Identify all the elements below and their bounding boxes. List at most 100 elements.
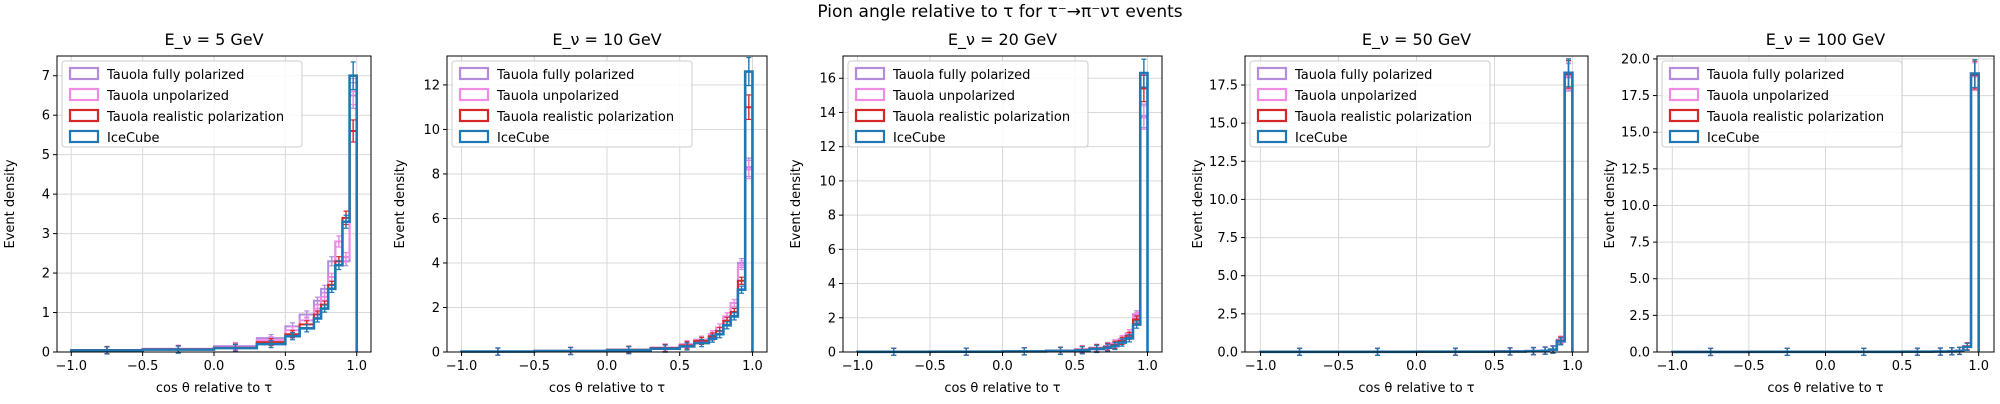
y-tick-label: 6: [42, 109, 50, 124]
x-tick-label: 1.0: [346, 359, 367, 374]
y-tick-label: 17.5: [1209, 78, 1238, 93]
legend-label: Tauola fully polarized: [496, 68, 634, 83]
histogram-series-4: [69, 74, 359, 352]
chart-title: E_ν = 100 GeV: [1766, 30, 1885, 50]
y-tick-label: 7: [42, 69, 50, 84]
legend-swatch: [68, 129, 100, 144]
y-tick-label: 2: [42, 267, 50, 282]
y-tick-label: 4: [42, 188, 50, 203]
y-tick-label: 4: [828, 277, 836, 292]
x-tick-label: 1.0: [1137, 359, 1158, 374]
y-tick-label: 2: [432, 301, 440, 316]
x-tick-label: −1.0: [1657, 359, 1689, 374]
y-tick-label: 0: [828, 346, 836, 361]
legend-label: Tauola realistic polarization: [496, 110, 674, 125]
y-tick-label: 17.5: [1621, 89, 1650, 104]
legend-swatch: [1256, 108, 1288, 123]
y-tick-label: 2.5: [1217, 307, 1238, 322]
legend-swatch: [68, 108, 100, 123]
legend-swatch: [68, 66, 100, 81]
x-tick-label: 0.5: [669, 359, 690, 374]
histogram-series-4: [460, 70, 754, 353]
x-tick-label: −1.0: [1245, 359, 1277, 374]
y-tick-label: 8: [432, 167, 440, 182]
y-tick-label: 6: [828, 243, 836, 258]
y-tick-label: 12: [819, 140, 836, 155]
x-tick-label: 1.0: [1562, 359, 1583, 374]
x-axis-label: cos θ relative to τ: [156, 381, 272, 396]
figure-title: Pion angle relative to τ for τ⁻→π⁻ντ eve…: [817, 2, 1183, 22]
x-tick-label: 0.5: [1892, 359, 1913, 374]
legend-label: Tauola realistic polarization: [106, 110, 284, 125]
x-tick-label: −1.0: [446, 359, 478, 374]
x-tick-label: 0.0: [992, 359, 1013, 374]
legend-label: Tauola unpolarized: [106, 89, 229, 104]
x-tick-label: 0.5: [275, 359, 296, 374]
x-tick-label: −0.5: [127, 359, 159, 374]
x-tick-label: −0.5: [914, 359, 946, 374]
legend-frame: [1661, 60, 1903, 148]
chart-title: E_ν = 20 GeV: [948, 30, 1057, 50]
legend-swatch: [1256, 87, 1288, 102]
legend-swatch: [854, 129, 886, 144]
y-axis-label: Event density: [393, 159, 408, 248]
y-tick-label: 1: [42, 306, 50, 321]
chart-panel-2: −1.0 −0.5 0.0 0.5 1.0 0 2 4 6 8 10 12 E_ν = 10 GeV co…: [393, 30, 768, 396]
x-axis-label: cos θ relative to τ: [1358, 381, 1474, 396]
y-tick-label: 2: [828, 311, 836, 326]
y-tick-label: 15.0: [1209, 117, 1238, 132]
x-tick-label: 0.5: [1065, 359, 1086, 374]
legend-label: Tauola unpolarized: [892, 89, 1015, 104]
y-axis-label: Event density: [1191, 159, 1206, 248]
y-axis-label: Event density: [789, 159, 804, 248]
chart-title: E_ν = 5 GeV: [164, 30, 263, 50]
legend-swatch: [854, 108, 886, 123]
legend-label: Tauola fully polarized: [892, 68, 1030, 83]
legend: Tauola fully polarized Tauola unpolarized…: [1661, 60, 1903, 148]
legend-label: Tauola realistic polarization: [1294, 110, 1472, 125]
y-tick-label: 16: [819, 72, 836, 87]
y-tick-label: 8: [828, 209, 836, 224]
x-tick-label: 0.0: [204, 359, 225, 374]
y-tick-label: 20.0: [1621, 52, 1650, 67]
chart-panel-5: −1.0 −0.5 0.0 0.5 1.0 0.0 2.5 5.0 7.5 10.0 12.5 15.…: [1603, 30, 1995, 396]
legend-label: Tauola unpolarized: [496, 89, 619, 104]
legend-swatch: [68, 87, 100, 102]
y-tick-label: 12.5: [1621, 162, 1650, 177]
y-tick-label: 10.0: [1621, 199, 1650, 214]
legend: Tauola fully polarized Tauola unpolarized…: [451, 60, 693, 148]
legend-swatch: [458, 108, 490, 123]
legend-label: Tauola fully polarized: [1294, 68, 1432, 83]
legend-swatch: [854, 66, 886, 81]
chart-title: E_ν = 50 GeV: [1362, 30, 1471, 50]
legend: Tauola fully polarized Tauola unpolarized…: [1249, 60, 1491, 148]
legend-label: Tauola unpolarized: [1294, 89, 1417, 104]
x-axis-label: cos θ relative to τ: [549, 381, 665, 396]
legend-frame: [451, 60, 693, 148]
legend-label: Tauola fully polarized: [1706, 68, 1844, 83]
legend-swatch: [458, 66, 490, 81]
chart-title: E_ν = 10 GeV: [552, 30, 661, 50]
y-tick-label: 3: [42, 227, 50, 242]
legend-swatch: [1256, 129, 1288, 144]
y-tick-label: 0.0: [1629, 346, 1650, 361]
legend-swatch: [1668, 129, 1700, 144]
x-tick-label: −0.5: [518, 359, 550, 374]
legend-label: Tauola realistic polarization: [892, 110, 1070, 125]
legend-frame: [61, 60, 303, 148]
y-tick-label: 5: [42, 148, 50, 163]
legend-label: Tauola realistic polarization: [1706, 110, 1884, 125]
y-tick-label: 0: [42, 346, 50, 361]
legend-label: IceCube: [1707, 131, 1760, 146]
y-tick-label: 4: [432, 256, 440, 271]
y-tick-label: 2.5: [1629, 309, 1650, 324]
legend-swatch: [1668, 87, 1700, 102]
x-tick-label: 0.0: [1815, 359, 1836, 374]
y-axis-label: Event density: [3, 159, 18, 248]
legend-frame: [1249, 60, 1491, 148]
y-tick-label: 0.0: [1217, 346, 1238, 361]
x-axis-label: cos θ relative to τ: [944, 381, 1060, 396]
x-axis-label: cos θ relative to τ: [1767, 381, 1883, 396]
